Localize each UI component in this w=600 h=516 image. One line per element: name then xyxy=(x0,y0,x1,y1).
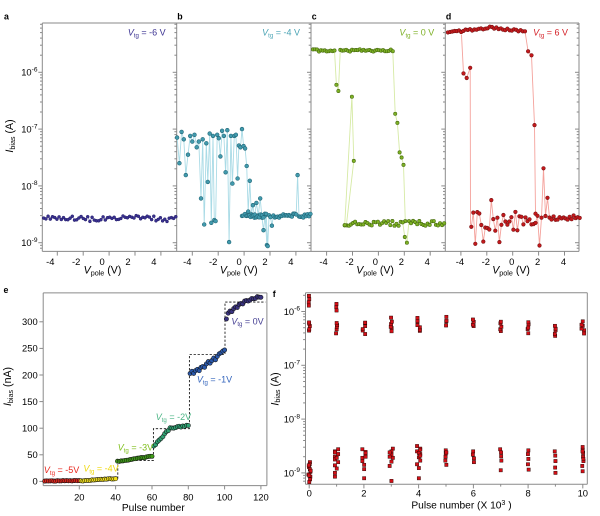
svg-text:f: f xyxy=(273,289,276,299)
svg-text:0: 0 xyxy=(32,476,37,487)
svg-text:40: 40 xyxy=(110,491,120,502)
svg-text:Vtg = -4V: Vtg = -4V xyxy=(83,464,118,476)
svg-text:Vpole (V): Vpole (V) xyxy=(356,265,394,278)
svg-text:0: 0 xyxy=(509,256,514,267)
svg-text:4: 4 xyxy=(288,256,293,267)
svg-text:Vtg = 0 V: Vtg = 0 V xyxy=(399,28,434,40)
svg-text:-4: -4 xyxy=(319,256,327,267)
svg-text:d: d xyxy=(446,12,451,22)
svg-text:10-9: 10-9 xyxy=(21,237,38,248)
svg-text:c: c xyxy=(312,12,317,22)
svg-text:-4: -4 xyxy=(46,256,54,267)
svg-text:2: 2 xyxy=(262,256,267,267)
svg-text:b: b xyxy=(177,12,183,22)
svg-text:100: 100 xyxy=(22,423,38,434)
svg-text:-4: -4 xyxy=(456,256,464,267)
svg-text:4: 4 xyxy=(561,256,566,267)
svg-text:20: 20 xyxy=(74,491,84,502)
svg-text:Vtg = -2V: Vtg = -2V xyxy=(156,412,191,424)
svg-text:e: e xyxy=(4,285,9,295)
svg-text:Vtg = -3V: Vtg = -3V xyxy=(118,443,153,455)
svg-text:10-9: 10-9 xyxy=(284,467,301,478)
svg-text:10-6: 10-6 xyxy=(21,67,38,78)
svg-text:300: 300 xyxy=(22,316,38,327)
svg-text:4: 4 xyxy=(151,256,156,267)
svg-text:Vtg = -4 V: Vtg = -4 V xyxy=(262,28,300,40)
svg-text:60: 60 xyxy=(147,491,157,502)
svg-text:Ibias (A): Ibias (A) xyxy=(4,119,17,152)
svg-text:0: 0 xyxy=(307,487,312,498)
svg-text:Vtg = 6 V: Vtg = 6 V xyxy=(533,28,568,40)
svg-text:Vtg = -6 V: Vtg = -6 V xyxy=(128,28,166,40)
svg-text:-2: -2 xyxy=(72,256,80,267)
svg-text:-4: -4 xyxy=(183,256,191,267)
svg-text:Pulse number (X 103 ): Pulse number (X 103 ) xyxy=(411,498,511,512)
svg-text:-2: -2 xyxy=(482,256,490,267)
svg-text:0: 0 xyxy=(373,256,378,267)
svg-text:4: 4 xyxy=(416,487,421,498)
svg-text:10: 10 xyxy=(578,487,588,498)
svg-text:120: 120 xyxy=(253,491,269,502)
svg-text:Ibias (A): Ibias (A) xyxy=(269,372,282,405)
svg-text:10-7: 10-7 xyxy=(284,360,301,371)
svg-text:6: 6 xyxy=(471,487,476,498)
svg-text:Ibias (nA): Ibias (nA) xyxy=(2,367,15,406)
svg-text:Vpole (V): Vpole (V) xyxy=(492,265,530,278)
svg-text:250: 250 xyxy=(22,343,38,354)
svg-text:10-6: 10-6 xyxy=(284,306,301,317)
svg-text:2: 2 xyxy=(535,256,540,267)
svg-text:4: 4 xyxy=(425,256,430,267)
svg-text:80: 80 xyxy=(183,491,193,502)
svg-text:0: 0 xyxy=(236,256,241,267)
svg-text:Vtg = 0V: Vtg = 0V xyxy=(231,316,263,328)
svg-text:10-7: 10-7 xyxy=(21,123,38,134)
svg-text:Vpole (V): Vpole (V) xyxy=(84,265,122,278)
svg-text:a: a xyxy=(4,12,9,22)
svg-text:Pulse number: Pulse number xyxy=(122,503,185,514)
svg-text:-2: -2 xyxy=(209,256,217,267)
svg-text:2: 2 xyxy=(125,256,130,267)
svg-text:2: 2 xyxy=(361,487,366,498)
svg-text:10-8: 10-8 xyxy=(284,413,301,424)
svg-text:150: 150 xyxy=(22,396,38,407)
svg-text:8: 8 xyxy=(525,487,530,498)
svg-text:Vtg = -5V: Vtg = -5V xyxy=(44,465,79,477)
svg-text:Vtg = -1V: Vtg = -1V xyxy=(197,375,232,387)
svg-text:-2: -2 xyxy=(345,256,353,267)
svg-text:100: 100 xyxy=(217,491,233,502)
svg-text:0: 0 xyxy=(99,256,104,267)
svg-text:200: 200 xyxy=(22,369,38,380)
svg-text:2: 2 xyxy=(399,256,404,267)
svg-text:50: 50 xyxy=(27,449,37,460)
svg-text:Vpole (V): Vpole (V) xyxy=(220,265,258,278)
svg-text:10-8: 10-8 xyxy=(21,180,38,191)
